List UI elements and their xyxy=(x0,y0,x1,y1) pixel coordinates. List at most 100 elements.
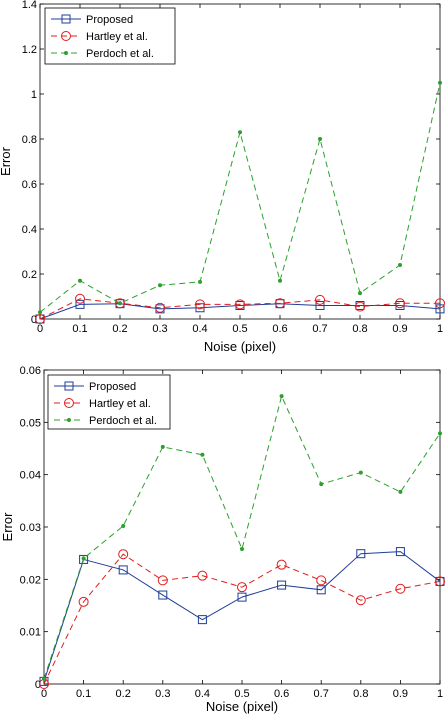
data-point xyxy=(276,559,287,570)
legend-label: Perdoch et al. xyxy=(86,48,154,60)
y-tick-label: 0.05 xyxy=(20,417,41,429)
x-axis-label: Noise (pixel) xyxy=(204,339,276,354)
x-tick-label: 0.8 xyxy=(353,688,368,700)
x-tick-label: 0.6 xyxy=(274,688,289,700)
x-tick-label: 0.3 xyxy=(155,688,170,700)
x-tick-label: 0.4 xyxy=(192,323,207,335)
y-tick-label: 0.04 xyxy=(20,470,41,482)
data-point xyxy=(398,489,403,494)
y-tick-label: 0.8 xyxy=(22,134,37,146)
y-tick-label: 0.03 xyxy=(20,522,41,534)
legend-label: Hartley et al. xyxy=(86,31,148,43)
data-point xyxy=(200,452,205,457)
data-point xyxy=(195,303,205,313)
data-point xyxy=(38,310,42,315)
data-point xyxy=(155,302,165,313)
y-tick-label: 0 xyxy=(31,314,37,326)
y-tick-label: 0.4 xyxy=(22,224,37,236)
x-tick-label: 0.3 xyxy=(152,323,167,335)
data-point xyxy=(157,575,168,586)
x-tick-label: 0 xyxy=(37,323,43,335)
data-point xyxy=(115,298,125,309)
data-point xyxy=(118,565,128,575)
data-point xyxy=(197,570,208,581)
y-axis-label: Error xyxy=(0,512,15,542)
data-point xyxy=(118,301,122,306)
x-tick-label: 0.1 xyxy=(76,688,91,700)
data-point xyxy=(235,299,245,310)
data-point xyxy=(315,301,325,310)
x-tick-label: 1 xyxy=(437,323,443,335)
y-tick-label: 0.02 xyxy=(20,574,41,586)
data-point xyxy=(75,293,85,304)
data-point xyxy=(356,549,366,559)
data-point xyxy=(358,291,362,296)
y-axis: 0 0.01 0.02 0.03 0.04 0.05 0.06 xyxy=(20,365,440,691)
data-point xyxy=(198,279,202,284)
x-axis: 0 0.1 0.2 0.3 0.4 0.5 0.6 0.7 0.8 0.9 1 xyxy=(41,370,443,700)
data-point xyxy=(158,590,168,600)
data-point xyxy=(316,575,327,586)
series-circle-line xyxy=(35,293,445,324)
series-line xyxy=(43,553,441,685)
y-axis: 0 0.2 0.4 0.6 0.8 1 1.2 1.4 xyxy=(22,0,440,326)
data-point xyxy=(435,304,445,314)
legend: Proposed Hartley et al. Perdoch et al. xyxy=(44,7,176,65)
data-point xyxy=(78,596,89,607)
y-tick-label: 1.2 xyxy=(22,44,37,56)
data-point xyxy=(160,444,165,449)
data-point xyxy=(275,298,285,309)
legend-label: Proposed xyxy=(89,381,136,393)
legend: Proposed Hartley et al. Perdoch et al. xyxy=(47,374,171,430)
data-point xyxy=(35,314,45,324)
y-tick-label: 0.6 xyxy=(22,179,37,191)
x-axis: 0 0.1 0.2 0.3 0.4 0.5 0.6 0.7 0.8 0.9 1 xyxy=(37,4,443,335)
x-tick-label: 0.4 xyxy=(195,688,210,700)
data-point xyxy=(237,582,247,593)
y-tick-label: 0 xyxy=(35,679,41,691)
data-point xyxy=(81,556,86,561)
data-point xyxy=(197,615,207,625)
legend-marker xyxy=(64,398,74,408)
x-tick-label: 0.5 xyxy=(234,688,249,700)
x-axis-label: Noise (pixel) xyxy=(206,699,278,714)
data-point xyxy=(355,595,366,606)
chart-2: 0 0.1 0.2 0.3 0.4 0.5 0.6 0.7 0.8 0.9 1 0 0.01 0.02 0.… xyxy=(0,365,445,714)
legend-marker xyxy=(64,381,74,391)
y-axis-label: Error xyxy=(0,146,13,176)
series-line xyxy=(43,394,441,679)
data-point xyxy=(237,592,247,602)
x-tick-label: 0.9 xyxy=(392,323,407,335)
x-tick-label: 0.2 xyxy=(116,688,131,700)
legend-label: Hartley et al. xyxy=(89,398,151,410)
data-point xyxy=(42,676,46,681)
data-point xyxy=(279,394,284,399)
data-point xyxy=(358,470,363,475)
y-tick-label: 1 xyxy=(31,89,37,101)
data-point xyxy=(75,299,85,309)
series-line xyxy=(39,303,441,320)
data-point xyxy=(238,130,242,135)
y-tick-label: 0.2 xyxy=(22,269,37,281)
data-point xyxy=(398,263,402,267)
legend-marker xyxy=(61,14,71,24)
x-tick-label: 0.8 xyxy=(352,323,367,335)
series-line xyxy=(39,298,440,320)
data-point xyxy=(79,554,89,564)
data-point xyxy=(240,546,244,551)
y-tick-label: 0.06 xyxy=(20,365,41,377)
data-point xyxy=(395,583,406,594)
x-tick-label: 0.6 xyxy=(272,323,287,335)
data-point xyxy=(438,80,442,85)
series-dot-line xyxy=(42,394,442,681)
y-tick-label: 1.4 xyxy=(22,0,37,11)
series-circle-line xyxy=(39,549,445,689)
x-tick-label: 0.2 xyxy=(112,323,127,335)
x-tick-label: 0.1 xyxy=(72,323,87,335)
x-tick-label: 0.9 xyxy=(393,688,408,700)
data-point xyxy=(395,298,405,309)
data-point xyxy=(278,278,282,283)
data-point xyxy=(118,549,129,560)
data-point xyxy=(195,299,205,310)
